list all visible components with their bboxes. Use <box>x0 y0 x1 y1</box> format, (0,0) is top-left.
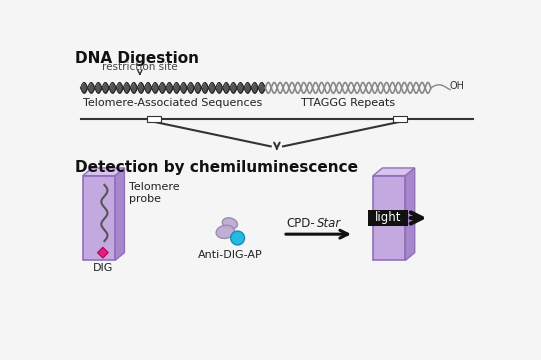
Text: Telomere-Associated Sequences: Telomere-Associated Sequences <box>83 98 262 108</box>
Bar <box>393 116 407 122</box>
Ellipse shape <box>222 218 237 229</box>
Text: Star: Star <box>317 216 341 230</box>
Text: DNA Digestion: DNA Digestion <box>75 51 199 66</box>
Polygon shape <box>97 247 108 258</box>
Polygon shape <box>83 168 124 176</box>
Text: DIG: DIG <box>93 263 113 273</box>
Text: Telomere
probe: Telomere probe <box>129 182 180 204</box>
Text: light: light <box>374 211 401 225</box>
Polygon shape <box>405 168 415 260</box>
Text: CPD-: CPD- <box>287 216 315 230</box>
Polygon shape <box>373 168 415 176</box>
Text: Anti-DIG-AP: Anti-DIG-AP <box>199 249 263 260</box>
Circle shape <box>230 231 245 245</box>
Text: TTAGGG Repeats: TTAGGG Repeats <box>301 98 395 108</box>
FancyBboxPatch shape <box>368 210 408 226</box>
Bar <box>373 176 405 260</box>
Text: OH: OH <box>450 81 464 91</box>
Text: Detection by chemiluminescence: Detection by chemiluminescence <box>75 160 358 175</box>
Bar <box>83 176 115 260</box>
Bar <box>147 116 161 122</box>
Text: restriction site: restriction site <box>102 62 177 72</box>
Ellipse shape <box>216 225 234 238</box>
Polygon shape <box>115 168 124 260</box>
